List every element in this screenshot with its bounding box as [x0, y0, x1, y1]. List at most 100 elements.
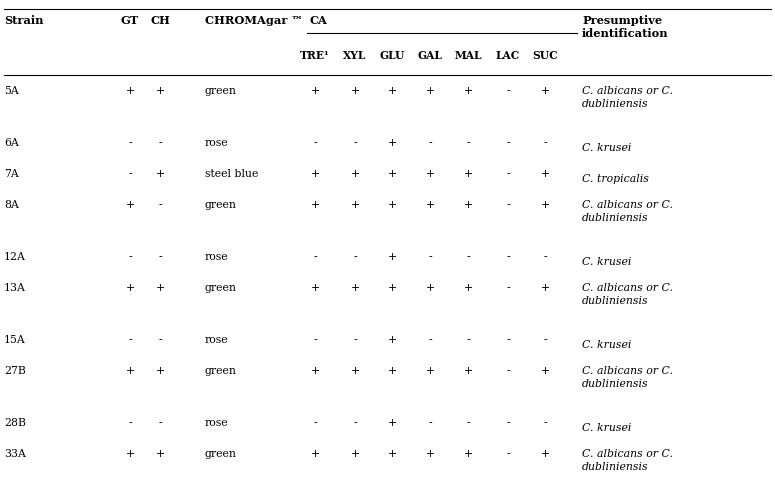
Text: -: -: [428, 252, 432, 262]
Text: +: +: [126, 199, 135, 209]
Text: C. krusei: C. krusei: [582, 143, 632, 153]
Text: -: -: [506, 448, 510, 458]
Text: +: +: [540, 448, 549, 458]
Text: rose: rose: [205, 252, 229, 262]
Text: GLU: GLU: [379, 50, 405, 61]
Text: rose: rose: [205, 138, 229, 148]
Text: -: -: [467, 138, 470, 148]
Text: -: -: [158, 252, 162, 262]
Text: +: +: [156, 448, 164, 458]
Text: +: +: [126, 448, 135, 458]
Text: +: +: [311, 86, 319, 96]
Text: +: +: [388, 366, 397, 376]
Text: +: +: [463, 199, 473, 209]
Text: -: -: [506, 283, 510, 293]
Text: 33A: 33A: [4, 448, 26, 458]
Text: 28B: 28B: [4, 418, 26, 428]
Text: +: +: [425, 448, 435, 458]
Text: -: -: [158, 418, 162, 428]
Text: +: +: [388, 448, 397, 458]
Text: CHROMAgar ™: CHROMAgar ™: [205, 15, 303, 26]
Text: -: -: [506, 86, 510, 96]
Text: +: +: [540, 283, 549, 293]
Text: rose: rose: [205, 418, 229, 428]
Text: +: +: [350, 199, 360, 209]
Text: -: -: [353, 418, 357, 428]
Text: green: green: [205, 199, 237, 209]
Text: +: +: [311, 169, 319, 179]
Text: +: +: [540, 86, 549, 96]
Text: Strain: Strain: [4, 15, 43, 26]
Text: -: -: [467, 418, 470, 428]
Text: -: -: [158, 138, 162, 148]
Text: +: +: [156, 169, 164, 179]
Text: -: -: [428, 335, 432, 345]
Text: -: -: [467, 252, 470, 262]
Text: -: -: [543, 335, 547, 345]
Text: +: +: [388, 335, 397, 345]
Text: +: +: [540, 199, 549, 209]
Text: green: green: [205, 448, 237, 458]
Text: -: -: [506, 138, 510, 148]
Text: +: +: [425, 283, 435, 293]
Text: C. albicans or C.
dubliniensis: C. albicans or C. dubliniensis: [582, 200, 673, 223]
Text: +: +: [350, 169, 360, 179]
Text: -: -: [313, 335, 317, 345]
Text: C. albicans or C.
dubliniensis: C. albicans or C. dubliniensis: [582, 449, 673, 472]
Text: -: -: [128, 418, 132, 428]
Text: -: -: [128, 252, 132, 262]
Text: +: +: [126, 86, 135, 96]
Text: -: -: [353, 252, 357, 262]
Text: XYL: XYL: [343, 50, 367, 61]
Text: -: -: [428, 418, 432, 428]
Text: C. albicans or C.
dubliniensis: C. albicans or C. dubliniensis: [582, 366, 673, 389]
Text: +: +: [463, 169, 473, 179]
Text: +: +: [311, 448, 319, 458]
Text: -: -: [313, 252, 317, 262]
Text: GAL: GAL: [418, 50, 443, 61]
Text: -: -: [128, 335, 132, 345]
Text: -: -: [158, 335, 162, 345]
Text: +: +: [311, 366, 319, 376]
Text: -: -: [467, 335, 470, 345]
Text: green: green: [205, 366, 237, 376]
Text: -: -: [506, 199, 510, 209]
Text: 15A: 15A: [4, 335, 26, 345]
Text: C. albicans or C.
dubliniensis: C. albicans or C. dubliniensis: [582, 284, 673, 306]
Text: +: +: [388, 418, 397, 428]
Text: +: +: [388, 86, 397, 96]
Text: +: +: [156, 283, 164, 293]
Text: steel blue: steel blue: [205, 169, 258, 179]
Text: -: -: [313, 138, 317, 148]
Text: +: +: [388, 199, 397, 209]
Text: green: green: [205, 283, 237, 293]
Text: 13A: 13A: [4, 283, 26, 293]
Text: C. albicans or C.
dubliniensis: C. albicans or C. dubliniensis: [582, 87, 673, 109]
Text: +: +: [350, 366, 360, 376]
Text: green: green: [205, 86, 237, 96]
Text: +: +: [463, 448, 473, 458]
Text: +: +: [425, 366, 435, 376]
Text: -: -: [506, 418, 510, 428]
Text: +: +: [350, 283, 360, 293]
Text: -: -: [506, 335, 510, 345]
Text: -: -: [158, 199, 162, 209]
Text: -: -: [128, 138, 132, 148]
Text: +: +: [388, 138, 397, 148]
Text: +: +: [156, 366, 164, 376]
Text: -: -: [543, 418, 547, 428]
Text: -: -: [128, 169, 132, 179]
Text: -: -: [506, 169, 510, 179]
Text: +: +: [311, 199, 319, 209]
Text: +: +: [388, 169, 397, 179]
Text: 5A: 5A: [4, 86, 19, 96]
Text: -: -: [543, 138, 547, 148]
Text: +: +: [463, 86, 473, 96]
Text: C. krusei: C. krusei: [582, 257, 632, 267]
Text: +: +: [350, 448, 360, 458]
Text: 27B: 27B: [4, 366, 26, 376]
Text: SUC: SUC: [532, 50, 558, 61]
Text: +: +: [388, 283, 397, 293]
Text: 7A: 7A: [4, 169, 19, 179]
Text: +: +: [126, 283, 135, 293]
